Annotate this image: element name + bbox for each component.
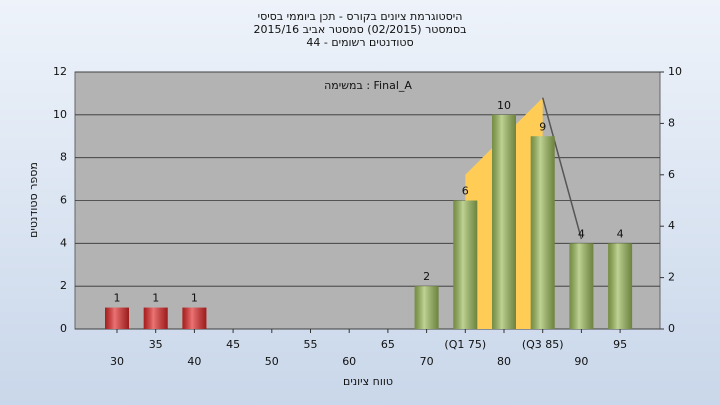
value-label: 1 (152, 292, 159, 305)
y-tick-label: 2 (60, 279, 67, 292)
chart-title: בסמסטר (02/2015) סמסטר אביב 2015/16 (253, 23, 466, 36)
x-tick-label: 50 (265, 355, 279, 368)
x-tick-label: 90 (574, 355, 588, 368)
y-axis-label: מספר סטודנטים (27, 162, 40, 238)
y2-tick-label: 6 (668, 168, 675, 181)
y-tick-label: 6 (60, 194, 67, 207)
x-tick-label: 55 (304, 338, 318, 351)
value-label: 1 (114, 292, 121, 305)
x-tick-label: 80 (497, 355, 511, 368)
x-tick-label: 70 (420, 355, 434, 368)
y-tick-label: 12 (53, 65, 67, 78)
bar (569, 243, 594, 329)
y-tick-label: 0 (60, 322, 67, 335)
value-label: 9 (539, 120, 546, 133)
x-tick-label: 40 (187, 355, 201, 368)
y2-tick-label: 2 (668, 271, 675, 284)
x-tick-label: 45 (226, 338, 240, 351)
bar (414, 286, 439, 329)
chart-title: היסטוגרמת ציונים בקורס - תכן ביוממי בסיס… (258, 10, 463, 23)
x-tick-label: 35 (149, 338, 163, 351)
x-tick-label: 30 (110, 355, 124, 368)
x-tick-label: (Q1 75) (444, 338, 486, 351)
x-tick-label: 65 (381, 338, 395, 351)
x-axis-label: טווח ציונים (343, 375, 393, 388)
value-label: 1 (191, 292, 198, 305)
overlay-line (541, 97, 583, 240)
y2-tick-label: 8 (668, 116, 675, 129)
bar (182, 307, 207, 329)
value-label: 6 (462, 185, 469, 198)
bar (105, 307, 129, 329)
y-tick-label: 4 (60, 236, 67, 249)
bar (608, 243, 633, 329)
chart-title: סטודנטים רשומים - 44 (306, 36, 413, 49)
value-label: 4 (578, 227, 585, 240)
y2-tick-label: 4 (668, 219, 675, 232)
y-tick-label: 10 (53, 108, 67, 121)
y2-tick-label: 0 (668, 322, 675, 335)
value-label: 10 (497, 99, 511, 112)
value-label: 2 (423, 270, 430, 283)
x-tick-label: 60 (342, 355, 356, 368)
bar (530, 136, 555, 329)
x-tick-label: 95 (613, 338, 627, 351)
value-label: 4 (617, 227, 624, 240)
bar (143, 307, 168, 329)
y2-tick-label: 10 (668, 65, 682, 78)
y-tick-label: 8 (60, 151, 67, 164)
bar (453, 200, 478, 329)
annotation: במשימה : Final_A (324, 79, 412, 92)
x-tick-label: (Q3 85) (522, 338, 564, 351)
bar (492, 114, 516, 329)
